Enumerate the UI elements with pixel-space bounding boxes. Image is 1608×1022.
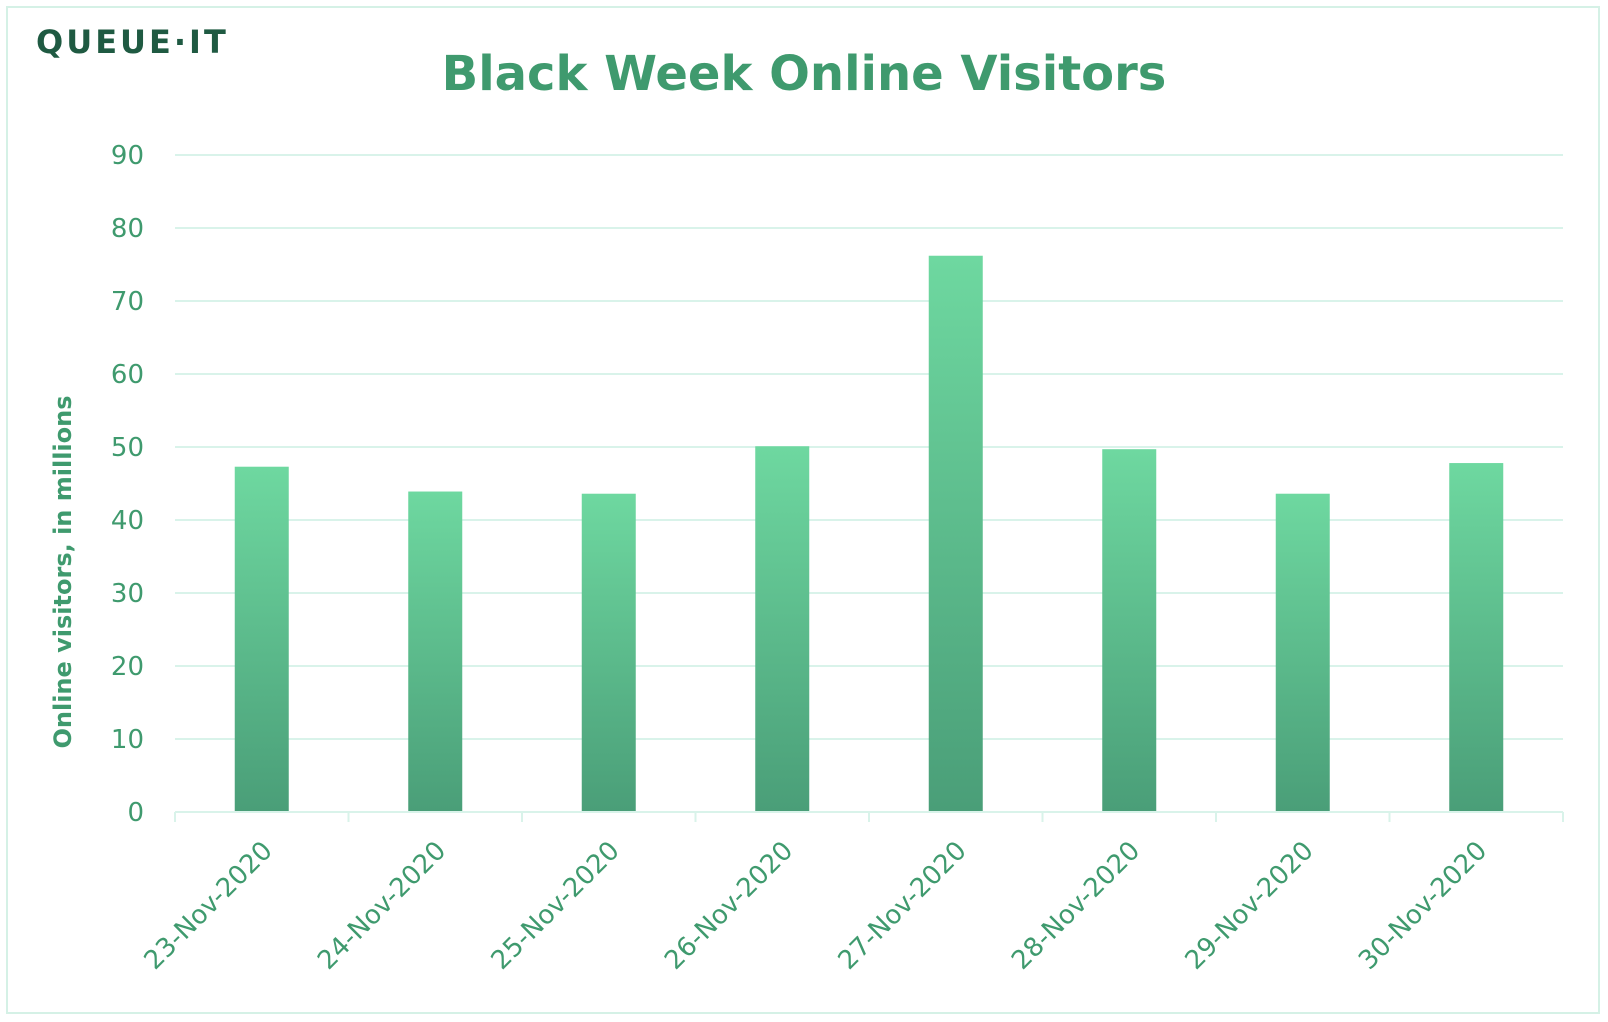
queue-it-logo: QUEUE·IT	[36, 23, 229, 61]
y-tick-label: 30	[111, 579, 144, 609]
bar	[1102, 449, 1157, 812]
y-axis-ticks: 0 10 20 30 40 50 60 70 80 90	[111, 141, 144, 828]
x-tick-label: 28-Nov-2020	[1006, 836, 1146, 976]
bars	[234, 255, 1504, 813]
bar	[408, 491, 463, 812]
x-tick-label: 25-Nov-2020	[486, 836, 626, 976]
x-tick-label: 23-Nov-2020	[139, 836, 279, 976]
x-tick-label: 24-Nov-2020	[312, 836, 452, 976]
x-tick-label: 26-Nov-2020	[659, 836, 799, 976]
bar	[928, 255, 983, 813]
bar	[1275, 493, 1330, 812]
x-axis	[174, 811, 1564, 822]
bar	[1449, 463, 1504, 812]
y-tick-label: 50	[111, 433, 144, 463]
y-tick-label: 60	[111, 360, 144, 390]
y-axis-label: Online visitors, in millions	[49, 395, 77, 748]
y-tick-label: 10	[111, 725, 144, 755]
x-tick-label: 27-Nov-2020	[833, 836, 973, 976]
bar	[755, 446, 810, 812]
y-tick-label: 80	[111, 214, 144, 244]
bar	[581, 493, 636, 812]
y-tick-label: 40	[111, 506, 144, 536]
y-tick-label: 20	[111, 652, 144, 682]
x-tick-label: 29-Nov-2020	[1180, 836, 1320, 976]
bar	[234, 466, 289, 812]
gridlines	[175, 154, 1563, 740]
y-tick-label: 70	[111, 287, 144, 317]
x-tick-label: 30-Nov-2020	[1353, 836, 1493, 976]
y-tick-label: 90	[111, 141, 144, 171]
x-axis-ticks: 23-Nov-2020 24-Nov-2020 25-Nov-2020 26-Nov-…	[139, 836, 1494, 976]
chart-title: Black Week Online Visitors	[442, 46, 1167, 102]
y-tick-label: 0	[127, 798, 144, 828]
